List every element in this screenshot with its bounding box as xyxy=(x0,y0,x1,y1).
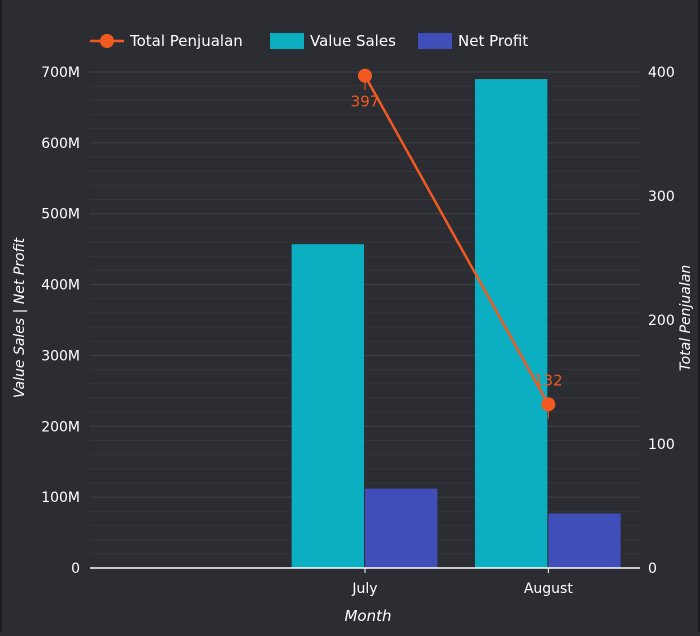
legend: Total Penjualan Value Sales Net Profit xyxy=(90,32,528,50)
y-tick-label-right: 0 xyxy=(648,561,657,577)
y-axis-title-right: Total Penjualan xyxy=(678,265,694,371)
x-tick-label: July xyxy=(351,581,377,597)
line-total-penjualan xyxy=(363,75,550,405)
y-tick-label-left: 400M xyxy=(41,278,80,294)
y-tick-label-right: 100 xyxy=(648,437,675,453)
axes: 0 100M 200M 300M 400M 500M 600M 700M 0 100 200 300 4… xyxy=(41,65,675,597)
y-tick-label-left: 300M xyxy=(41,348,80,364)
legend-label: Total Penjualan xyxy=(129,32,243,50)
y-tick-label-right: 400 xyxy=(648,65,675,81)
y-tick-label-left: 700M xyxy=(41,65,80,81)
frame-edge-right xyxy=(698,0,700,632)
bar-value-sales xyxy=(475,79,548,568)
grid-lines xyxy=(90,71,640,555)
bar-net-profit xyxy=(365,488,438,568)
point-total-penjualan xyxy=(358,68,372,83)
point-total-penjualan xyxy=(541,397,556,412)
y-tick-label-left: 500M xyxy=(41,207,80,223)
frame-edge-left xyxy=(0,0,2,632)
y-tick-label-left: 0 xyxy=(71,561,80,577)
data-label-total-penjualan: 132 xyxy=(534,371,563,389)
bar-value-sales xyxy=(291,244,364,568)
legend-item-net-profit: Net Profit xyxy=(418,32,528,50)
y-tick-label-right: 300 xyxy=(648,189,675,205)
legend-item-total-penjualan: Total Penjualan xyxy=(90,32,243,50)
y-tick-label-left: 200M xyxy=(41,419,80,435)
y-tick-label-right: 200 xyxy=(648,313,675,329)
line-series: 397 132 xyxy=(351,68,563,419)
legend-item-value-sales: Value Sales xyxy=(270,32,396,50)
legend-label: Net Profit xyxy=(458,32,528,50)
legend-swatch-box xyxy=(270,33,304,49)
bar-net-profit xyxy=(548,513,621,568)
x-tick-label: August xyxy=(524,581,574,597)
y-axis-title-left: Value Sales | Net Profit xyxy=(12,237,28,398)
legend-swatch-box xyxy=(418,33,452,49)
x-axis-title: Month xyxy=(344,607,391,625)
y-tick-label-left: 100M xyxy=(41,490,80,506)
bar-series xyxy=(291,79,621,568)
legend-label: Value Sales xyxy=(310,32,396,50)
y-tick-label-left: 600M xyxy=(41,136,80,152)
data-label-total-penjualan: 397 xyxy=(351,93,380,111)
legend-swatch-point xyxy=(100,34,114,48)
